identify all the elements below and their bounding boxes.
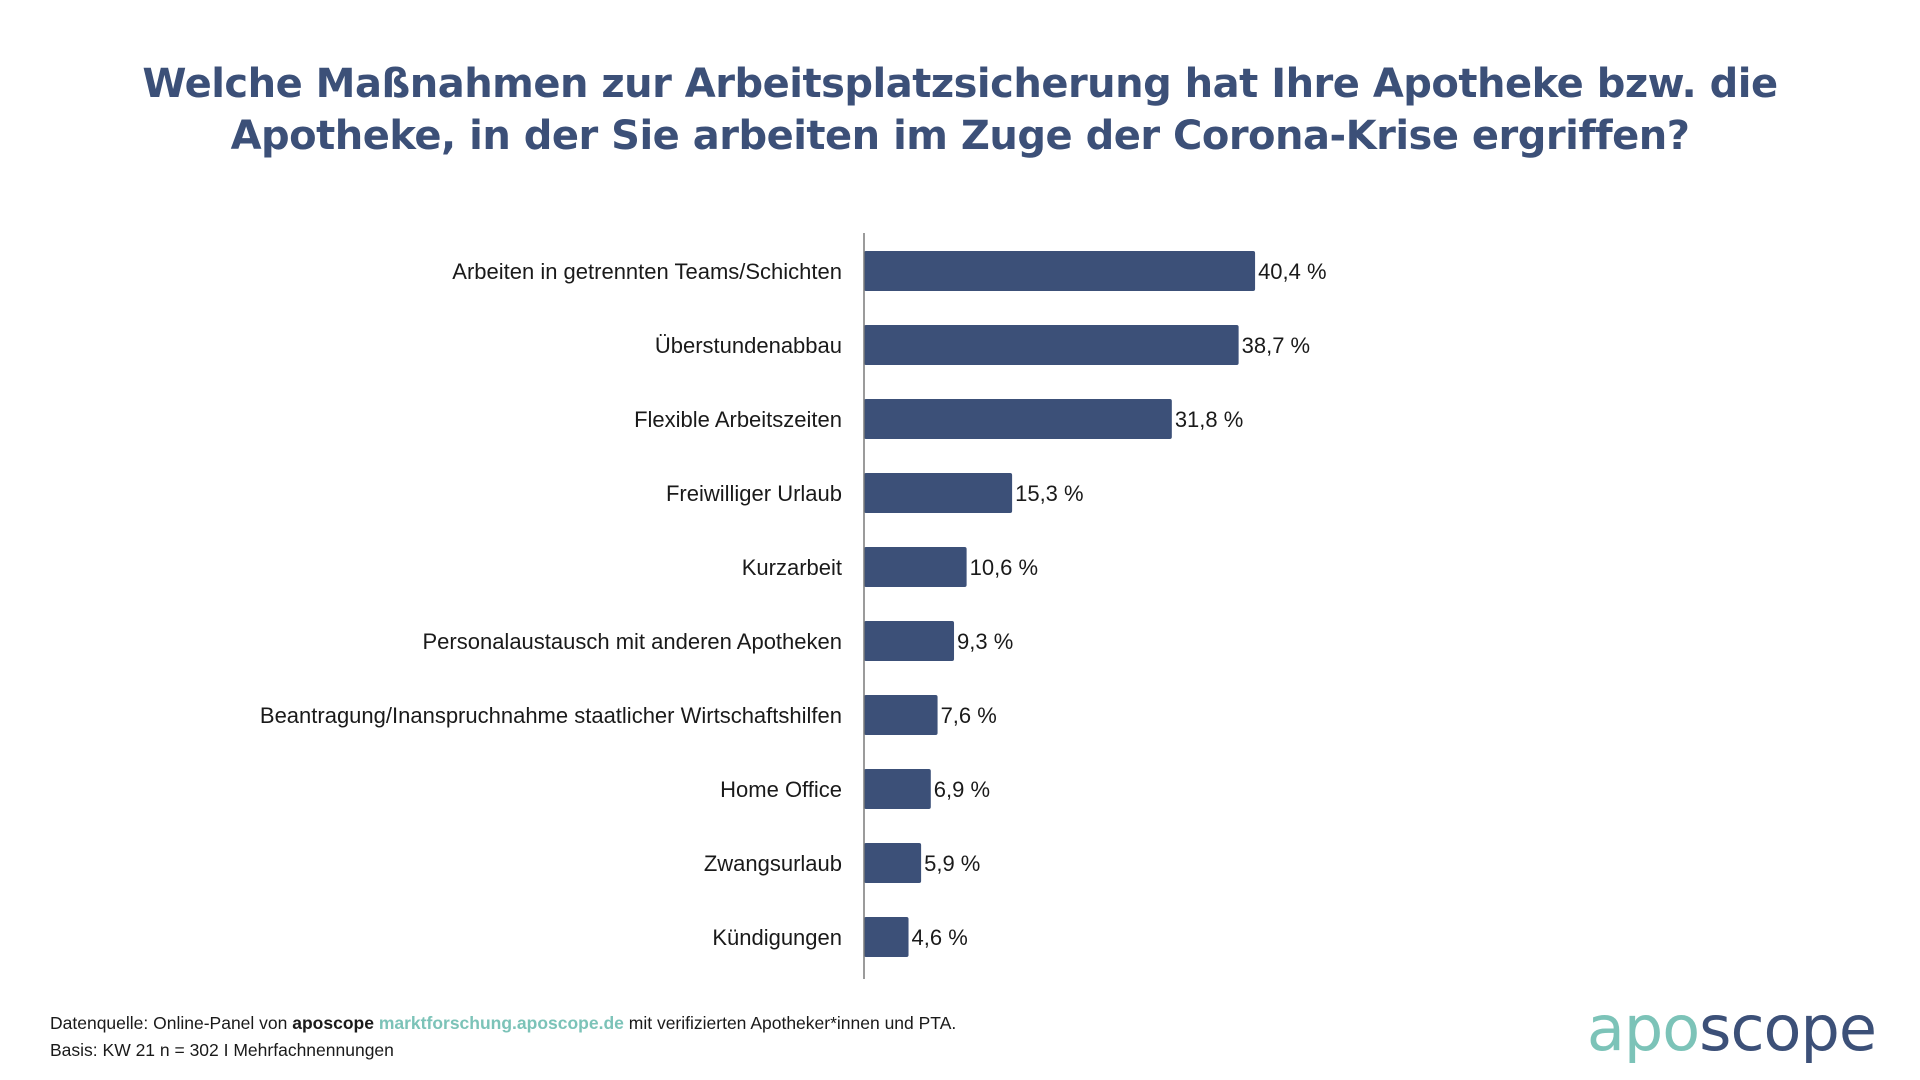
source-prefix: Datenquelle: Online-Panel von <box>50 1013 293 1033</box>
category-label: Home Office <box>720 777 842 802</box>
footer-line-1: Datenquelle: Online-Panel von aposcope m… <box>50 1010 956 1037</box>
value-label: 7,6 % <box>941 703 997 728</box>
value-label: 40,4 % <box>1258 259 1327 284</box>
category-label: Kurzarbeit <box>742 555 842 580</box>
bar-3 <box>864 399 1172 439</box>
bar-6 <box>864 621 955 661</box>
bar-9 <box>864 843 922 883</box>
category-label: Zwangsurlaub <box>704 851 842 876</box>
chart-title-line-2: Apotheke, in der Sie arbeiten im Zuge de… <box>230 113 1690 159</box>
value-label: 15,3 % <box>1015 481 1084 506</box>
bar-7 <box>864 695 938 735</box>
bar-2 <box>864 325 1239 365</box>
category-label: Flexible Arbeitszeiten <box>634 407 842 432</box>
value-label: 31,8 % <box>1175 407 1244 432</box>
bar-5 <box>864 547 967 587</box>
category-label: Überstundenabbau <box>655 333 842 358</box>
category-label: Arbeiten in getrennten Teams/Schichten <box>452 259 842 284</box>
chart-title: Welche Maßnahmen zur Arbeitsplatzsicheru… <box>0 58 1920 162</box>
bar-10 <box>864 917 909 957</box>
value-label: 4,6 % <box>912 925 968 950</box>
bars-group: Arbeiten in getrennten Teams/Schichten 40… <box>260 251 1327 957</box>
logo-scope: scope <box>1699 992 1877 1065</box>
source-brand: aposcope <box>292 1013 374 1033</box>
value-label: 10,6 % <box>970 555 1038 580</box>
value-label: 9,3 % <box>957 629 1013 654</box>
category-label: Personalaustausch mit anderen Apotheken <box>422 629 842 654</box>
category-label: Freiwilliger Urlaub <box>666 481 842 506</box>
value-label: 38,7 % <box>1242 333 1311 358</box>
chart-title-line-1: Welche Maßnahmen zur Arbeitsplatzsicheru… <box>142 61 1778 107</box>
bar-chart: Arbeiten in getrennten Teams/Schichten 40… <box>260 233 1327 979</box>
category-label: Beantragung/Inanspruchnahme staatlicher … <box>260 703 842 728</box>
value-label: 5,9 % <box>924 851 980 876</box>
source-link[interactable]: marktforschung.aposcope.de <box>378 1013 624 1033</box>
logo-apo: apo <box>1586 992 1700 1065</box>
footer-source: Datenquelle: Online-Panel von aposcope m… <box>50 1010 956 1064</box>
bar-1 <box>864 251 1256 291</box>
category-label: Kündigungen <box>712 925 842 950</box>
bar-4 <box>864 473 1013 513</box>
bar-8 <box>864 769 931 809</box>
source-suffix: mit verifizierten Apotheker*innen und PT… <box>623 1013 957 1033</box>
value-label: 6,9 % <box>934 777 990 802</box>
footer-line-2: Basis: KW 21 n = 302 I Mehrfachnennungen <box>50 1040 394 1060</box>
aposcope-logo: aposcope <box>1586 992 1877 1065</box>
